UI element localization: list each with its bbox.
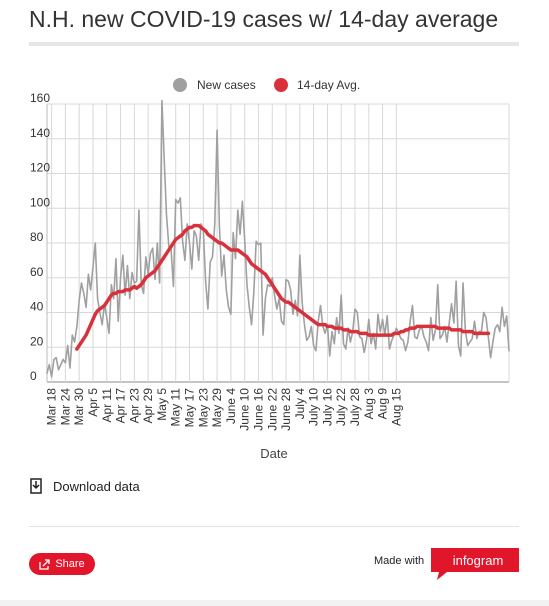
x-tick-label: July 4 xyxy=(293,388,307,420)
series-line-new-cases[interactable] xyxy=(46,99,510,378)
x-tick-label: Mar 18 xyxy=(45,388,59,426)
x-tick-label: Apr 11 xyxy=(100,388,114,423)
y-tick-label: 80 xyxy=(30,230,44,244)
footer-divider xyxy=(29,526,519,527)
series-line-14-day-avg[interactable] xyxy=(75,223,491,351)
x-tick-label: Apr 29 xyxy=(141,388,155,424)
covid-cases-chart: New cases 14-day Avg. 0 20 40 60 80 100 120 140… xyxy=(30,78,510,461)
x-tick-label: Mar 24 xyxy=(58,388,72,426)
x-tick-label: Apr 5 xyxy=(86,388,100,417)
x-tick-label: Aug 9 xyxy=(376,388,390,420)
x-tick-label: May 5 xyxy=(155,388,169,421)
x-tick-label: Apr 23 xyxy=(127,388,141,424)
x-tick-label: July 16 xyxy=(320,388,334,426)
x-tick-label: May 23 xyxy=(196,388,210,428)
y-tick-label: 100 xyxy=(30,195,50,209)
y-tick-label: 0 xyxy=(30,369,37,383)
x-tick-label: June 28 xyxy=(279,388,293,431)
x-tick-label: July 10 xyxy=(307,388,321,426)
x-tick-label: July 28 xyxy=(348,388,362,426)
chart-grid xyxy=(46,103,510,383)
y-axis: 0 20 40 60 80 100 120 140 160 xyxy=(30,91,50,383)
y-tick-label: 120 xyxy=(30,161,50,175)
x-axis: Mar 18 Mar 24 Mar 30 Apr 5 Apr 11 Apr 17 Apr 2… xyxy=(45,388,404,431)
x-tick-label: June 22 xyxy=(265,388,279,431)
x-tick-label: June 4 xyxy=(224,388,238,424)
y-tick-label: 140 xyxy=(30,126,50,140)
page-title: N.H. new COVID-19 cases w/ 14-day averag… xyxy=(29,6,499,32)
download-data-label: Download data xyxy=(53,478,140,494)
infogram-logo[interactable]: infogram xyxy=(431,548,521,580)
y-tick-label: 20 xyxy=(30,334,44,348)
title-divider xyxy=(29,42,519,46)
legend-item-new-cases[interactable]: New cases xyxy=(173,78,256,92)
legend-marker-14-day-avg xyxy=(274,78,288,92)
legend-marker-new-cases xyxy=(173,78,187,92)
share-icon xyxy=(39,558,50,570)
bottom-strip xyxy=(0,600,549,606)
x-tick-label: June 16 xyxy=(251,388,265,431)
y-tick-label: 40 xyxy=(30,300,44,314)
chart-series xyxy=(46,99,510,378)
x-tick-label: June 10 xyxy=(238,388,252,431)
legend-item-14-day-avg[interactable]: 14-day Avg. xyxy=(274,78,360,92)
made-with-label: Made with xyxy=(374,555,425,567)
legend-label-new-cases: New cases xyxy=(197,78,256,92)
x-tick-label: Aug 15 xyxy=(389,388,403,426)
share-button[interactable]: Share xyxy=(29,553,95,575)
x-tick-label: May 29 xyxy=(210,388,224,428)
y-tick-label: 160 xyxy=(30,91,50,105)
y-tick-label: 60 xyxy=(30,265,44,279)
legend-label-14-day-avg: 14-day Avg. xyxy=(297,78,360,92)
x-tick-label: July 22 xyxy=(334,388,348,426)
x-tick-label: May 17 xyxy=(183,388,197,428)
x-tick-label: Apr 17 xyxy=(114,388,128,424)
chart-legend[interactable]: New cases 14-day Avg. xyxy=(173,78,360,92)
share-label: Share xyxy=(55,558,85,570)
infogram-brand-text: infogram xyxy=(453,553,504,568)
x-tick-label: May 11 xyxy=(169,388,183,427)
download-icon xyxy=(30,478,42,494)
x-tick-label: Aug 3 xyxy=(362,388,376,420)
x-tick-label: Mar 30 xyxy=(72,388,86,426)
download-data-button[interactable]: Download data xyxy=(29,478,140,494)
x-axis-title: Date xyxy=(260,446,287,461)
